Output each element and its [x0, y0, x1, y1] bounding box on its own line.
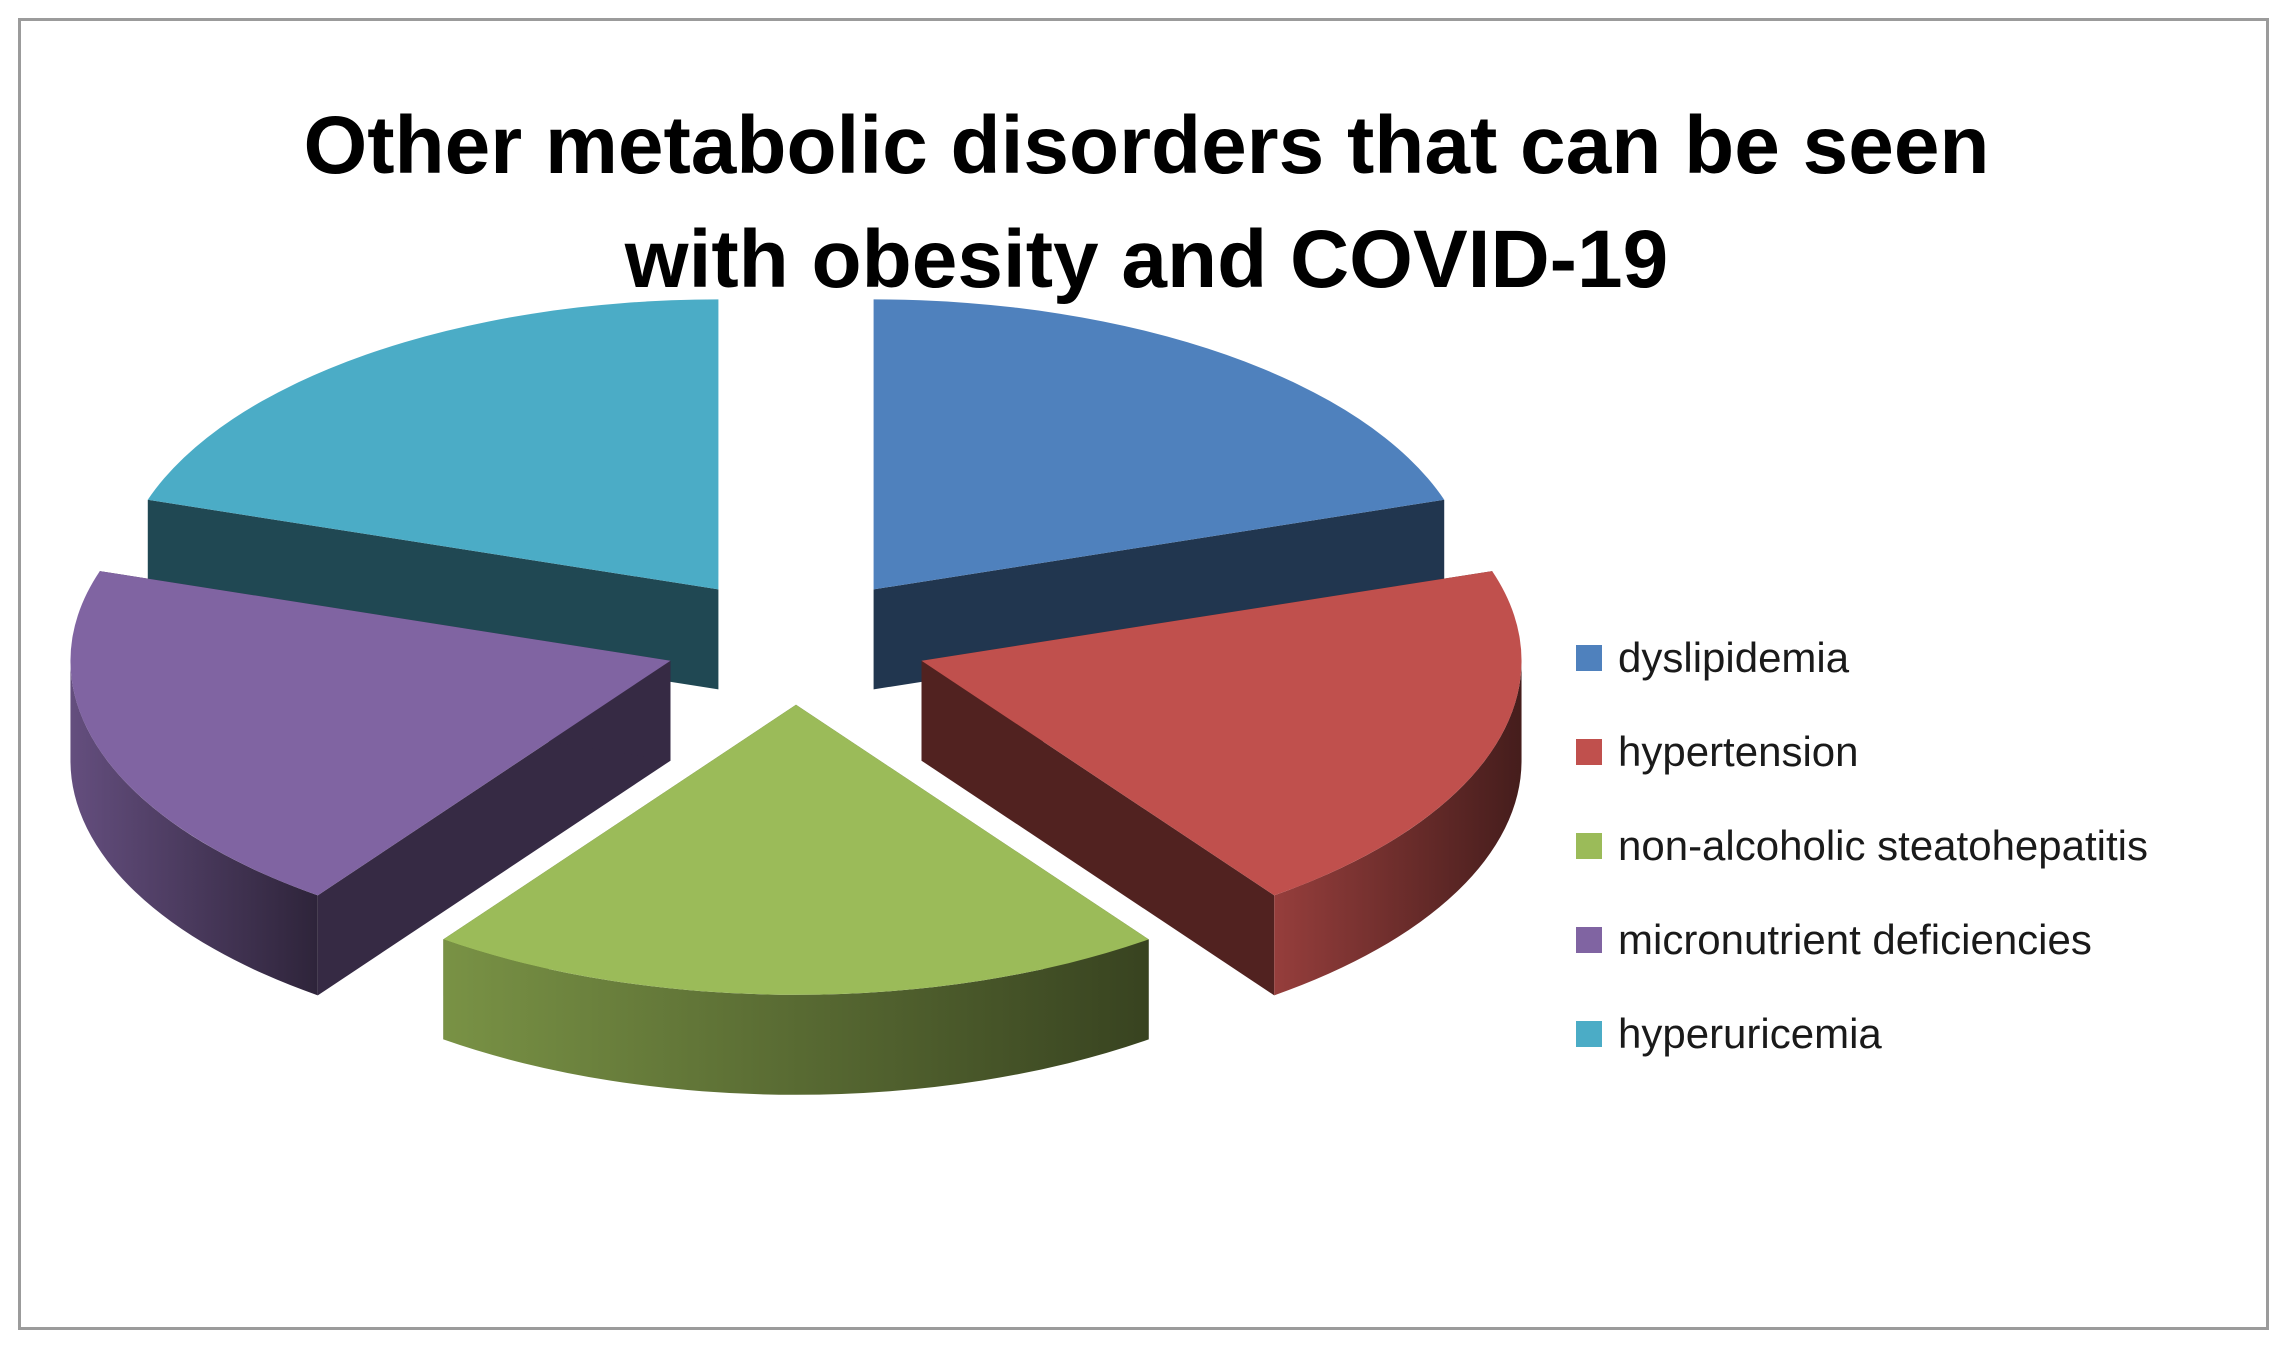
legend-label: hyperuricemia: [1618, 1010, 1882, 1057]
pie-slice-hypertension-wall-end: [921, 660, 1275, 996]
pie-slice-micronutrient-deficiencies-outer-wall: [70, 660, 318, 996]
pie-slice-hyperuricemia-wall-start: [147, 499, 719, 690]
pie-slice-hyperuricemia: [147, 299, 719, 590]
pie-slice-hypertension-outer-wall: [1274, 660, 1522, 996]
legend-item: micronutrient deficiencies: [1576, 893, 2276, 987]
legend-swatch: [1576, 927, 1602, 953]
legend-swatch: [1576, 833, 1602, 859]
legend-label: dyslipidemia: [1618, 634, 1850, 681]
pie-slice-dyslipidemia-wall-end: [873, 499, 1445, 690]
pie-slice-dyslipidemia: [873, 299, 1445, 590]
legend-item: dyslipidemia: [1576, 611, 2276, 705]
pie-chart: [70, 299, 1522, 1095]
legend-label: non-alcoholic steatohepatitis: [1618, 822, 2149, 869]
pie-slice-non-alcoholic-steatohepatitis: [443, 704, 1149, 995]
pie-slice-hypertension: [921, 571, 1522, 896]
legend-swatch: [1576, 739, 1602, 765]
legend: dyslipidemia hypertension non-alcoholic st…: [1576, 611, 2276, 1081]
legend-swatch: [1576, 645, 1602, 671]
chart-title-line-2: with obesity and COVID-19: [624, 214, 1669, 305]
pie-slice-tops: [70, 299, 1522, 995]
legend-label: hypertension: [1618, 728, 1859, 775]
legend-item: hyperuricemia: [1576, 987, 2276, 1081]
pie-slice-non-alcoholic-steatohepatitis-outer-wall: [443, 939, 1149, 1095]
legend-label: micronutrient deficiencies: [1618, 916, 2092, 963]
chart-frame: Other metabolic disorders that can be se…: [18, 18, 2269, 1330]
chart-title: Other metabolic disorders that can be se…: [21, 89, 2272, 317]
pie-slice-hyperuricemia-side: [147, 499, 719, 690]
pie-slice-micronutrient-deficiencies: [70, 571, 671, 896]
legend-swatch: [1576, 1021, 1602, 1047]
pie-slice-dyslipidemia-side: [873, 499, 1445, 690]
chart-title-line-1: Other metabolic disorders that can be se…: [303, 100, 1990, 191]
legend-item: non-alcoholic steatohepatitis: [1576, 799, 2276, 893]
legend-item: hypertension: [1576, 705, 2276, 799]
